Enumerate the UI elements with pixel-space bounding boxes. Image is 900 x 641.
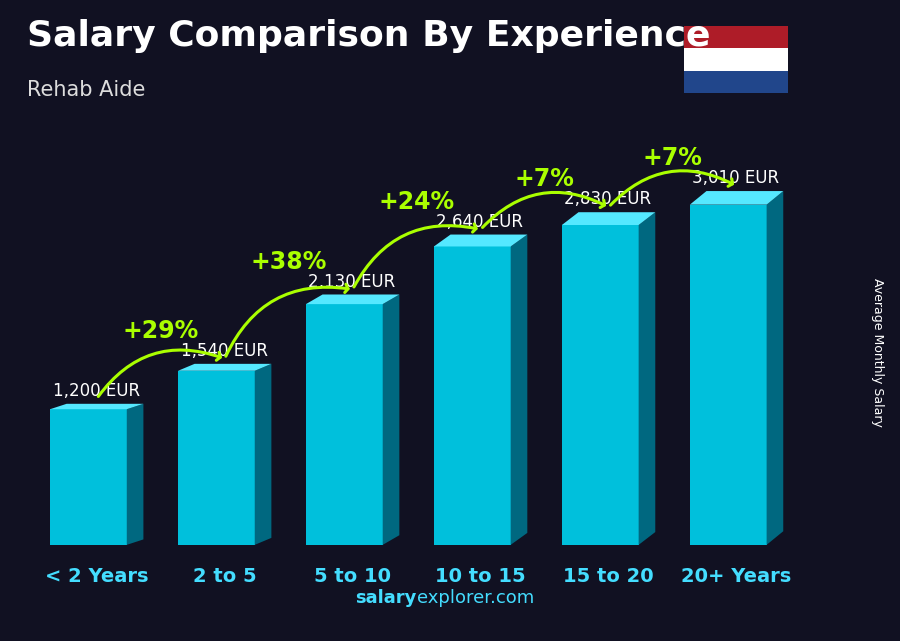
Bar (689, 204, 767, 545)
Bar (50, 409, 127, 545)
Text: Rehab Aide: Rehab Aide (27, 80, 146, 100)
Bar (684, 48, 788, 71)
Text: 2,640 EUR: 2,640 EUR (436, 213, 524, 231)
Bar (684, 26, 788, 48)
Polygon shape (434, 235, 527, 247)
Text: 15 to 20: 15 to 20 (563, 567, 654, 587)
Text: +38%: +38% (250, 250, 327, 274)
Text: explorer.com: explorer.com (417, 589, 534, 607)
Text: +7%: +7% (515, 167, 574, 192)
Polygon shape (689, 191, 783, 204)
Text: +29%: +29% (122, 319, 199, 343)
Text: 2,830 EUR: 2,830 EUR (564, 190, 652, 208)
Polygon shape (127, 404, 143, 545)
Text: Salary Comparison By Experience: Salary Comparison By Experience (27, 19, 710, 53)
Text: 20+ Years: 20+ Years (681, 567, 792, 587)
Polygon shape (255, 364, 272, 545)
Bar (434, 247, 510, 545)
Text: < 2 Years: < 2 Years (45, 567, 148, 587)
Bar (562, 225, 639, 545)
Text: +7%: +7% (643, 146, 703, 171)
Text: 3,010 EUR: 3,010 EUR (692, 169, 779, 187)
Polygon shape (767, 191, 783, 545)
Polygon shape (306, 294, 400, 304)
Text: salary: salary (356, 589, 417, 607)
Bar (684, 71, 788, 93)
Polygon shape (639, 212, 655, 545)
Polygon shape (50, 404, 143, 409)
Polygon shape (510, 235, 527, 545)
Bar (306, 304, 382, 545)
Text: 1,200 EUR: 1,200 EUR (52, 382, 140, 400)
Text: Average Monthly Salary: Average Monthly Salary (871, 278, 884, 427)
Text: 2,130 EUR: 2,130 EUR (309, 272, 396, 290)
Polygon shape (562, 212, 655, 225)
Polygon shape (382, 294, 400, 545)
Text: 2 to 5: 2 to 5 (193, 567, 256, 587)
Text: +24%: +24% (379, 190, 454, 213)
Text: 1,540 EUR: 1,540 EUR (181, 342, 267, 360)
Text: 10 to 15: 10 to 15 (436, 567, 526, 587)
Text: 5 to 10: 5 to 10 (314, 567, 392, 587)
Polygon shape (178, 364, 272, 370)
Bar (178, 370, 255, 545)
